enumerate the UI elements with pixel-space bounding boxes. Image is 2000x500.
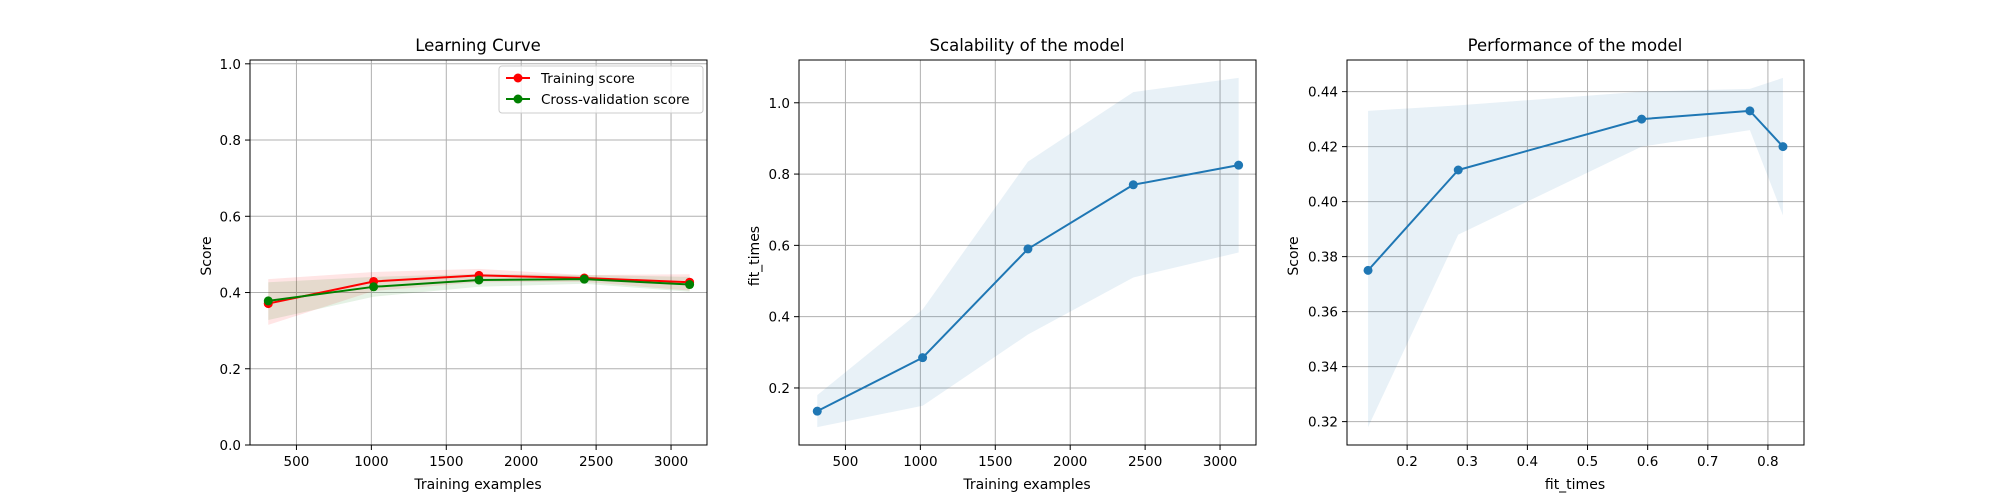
x-tick-label: 500 [833,454,859,470]
y-axis-label: Score [1286,236,1302,275]
y-tick-label: 0.38 [1308,250,1338,266]
data-point [369,282,379,292]
x-tick-label: 0.4 [1517,454,1538,470]
y-tick-label: 0.34 [1308,360,1338,376]
x-tick-label: 3000 [654,454,688,470]
axes-frame [249,59,708,446]
y-axis-label: fit_times [747,226,763,286]
data-point [685,280,695,290]
x-tick-label: 1500 [978,454,1012,470]
y-axis-label: Score [199,236,215,275]
y-tick-label: 1.0 [220,57,241,73]
data-point [812,406,822,416]
legend-marker-training [513,73,523,83]
data-point [1745,106,1755,116]
y-tick-label: 0.4 [769,310,790,326]
x-tick-label: 0.2 [1396,454,1417,470]
learning-curve-panel: Learning Curve Training examples Score 5… [199,36,708,493]
data-point [579,274,589,284]
scalability-panel: Scalability of the model Training exampl… [747,36,1257,493]
y-tick-label: 0.42 [1308,140,1338,156]
x-tick-label: 0.7 [1697,454,1718,470]
legend-label-training: Training score [540,71,635,87]
data-point [1234,160,1244,170]
panel-title: Scalability of the model [930,36,1125,55]
x-axis-label: Training examples [413,477,541,493]
y-tick-label: 0.6 [769,238,790,254]
panel-title: Performance of the model [1468,36,1683,55]
x-tick-label: 0.6 [1637,454,1658,470]
y-tick-label: 0.44 [1308,85,1338,101]
legend-label-cross-validation: Cross-validation score [541,92,690,108]
y-tick-label: 0.0 [220,438,241,454]
data-point [1023,244,1033,254]
plot-area: 500 1000 1500 2000 2500 3000 0.0 0.2 0.4 0.6 0.8 1.… [220,57,708,470]
x-tick-label: 1000 [903,454,937,470]
data-point [1453,165,1463,175]
y-tick-label: 0.8 [769,167,790,183]
x-tick-label: 3000 [1203,454,1237,470]
axes-frame [798,59,1257,446]
y-tick-label: 0.6 [220,209,241,225]
legend: Training score Cross-validation score [498,65,704,114]
x-tick-label: 2500 [579,454,613,470]
y-tick-label: 0.40 [1308,195,1338,211]
y-tick-label: 0.36 [1308,305,1338,321]
x-axis-label: Training examples [962,477,1090,493]
data-point [1363,265,1373,275]
data-point [1637,114,1647,124]
data-point [263,296,273,306]
data-point [1128,180,1138,190]
legend-marker-cross-validation [513,94,523,104]
x-tick-label: 0.3 [1457,454,1478,470]
performance-panel: Performance of the model fit_times Score… [1286,36,1805,493]
y-tick-label: 1.0 [769,96,790,112]
data-point [1778,142,1788,152]
legend-box [498,65,704,114]
y-tick-label: 0.32 [1308,415,1338,431]
y-tick-label: 0.2 [220,362,241,378]
y-tick-label: 0.8 [220,133,241,149]
x-tick-label: 2500 [1128,454,1162,470]
confidence-band [1368,77,1783,428]
x-tick-label: 2000 [504,454,538,470]
x-tick-label: 2000 [1053,454,1087,470]
data-point [474,275,484,285]
data-point [918,353,928,363]
y-tick-label: 0.2 [769,381,790,397]
x-tick-label: 0.8 [1757,454,1778,470]
axes-frame [1346,59,1805,446]
x-tick-label: 500 [284,454,310,470]
x-axis-label: fit_times [1545,477,1605,493]
y-tick-label: 0.4 [220,286,241,302]
x-tick-label: 0.5 [1577,454,1598,470]
x-tick-label: 1500 [429,454,463,470]
x-tick-label: 1000 [354,454,388,470]
panel-title: Learning Curve [415,36,541,55]
plot-area: 0.2 0.3 0.4 0.5 0.6 0.7 0.8 0.32 0.34 0.36 0.38 0.4… [1308,59,1805,470]
plot-area: 500 1000 1500 2000 2500 3000 0.2 0.4 0.6 0.8 1.0 [769,59,1257,470]
